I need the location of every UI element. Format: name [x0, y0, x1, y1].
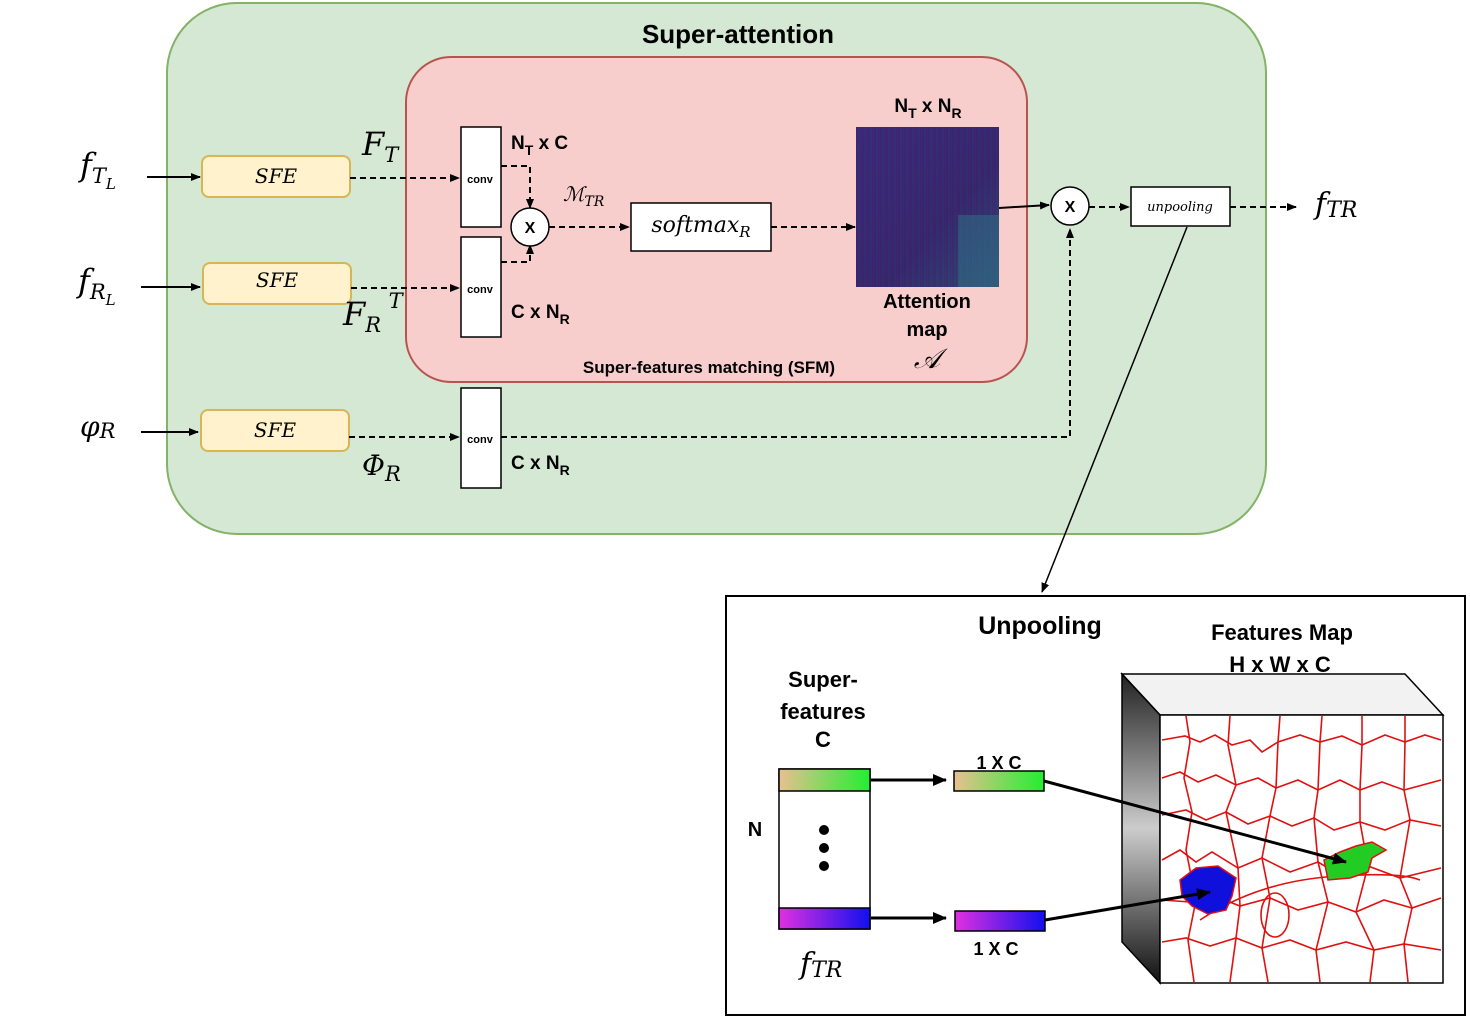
match-label: ℳTR: [563, 182, 605, 210]
conv-dim-2: C x NR: [511, 302, 570, 327]
output-f-tr: fTR: [1313, 187, 1357, 223]
arrow-conv2-mult: [501, 244, 534, 263]
features-map-dims: H x W x C: [1229, 652, 1331, 677]
ellipsis-dot-1: [819, 825, 829, 835]
vector-top: [953, 770, 1045, 792]
cube-top: [1120, 673, 1445, 716]
cube-side: [1121, 672, 1161, 985]
conv-box-1: [460, 126, 502, 228]
sfe-box-3: [200, 409, 350, 452]
arrow-vector-bottom-map: [1044, 888, 1211, 922]
attention-map-shade: [856, 127, 999, 287]
vector-bottom: [954, 910, 1046, 932]
superfeature-row-bottom: [778, 907, 871, 930]
conv-label-2: conv: [467, 284, 494, 296]
sfe-label-1: SFE: [255, 164, 298, 188]
ellipsis-dot-2: [819, 843, 829, 853]
multiply-symbol-2: X: [1065, 199, 1076, 216]
feature-phi-r: ΦR: [362, 449, 401, 486]
features-map-title: Features Map: [1211, 620, 1353, 645]
superpixel-green: [1323, 841, 1388, 881]
super-attention-title: Super-attention: [642, 19, 834, 49]
sfe-box-1: [201, 155, 351, 198]
output-f-tr-detail: fTR: [798, 947, 842, 983]
input-phi-r: φR: [80, 410, 116, 443]
sfe-box-2: [202, 262, 352, 305]
attention-dims: NT x NR: [894, 96, 961, 121]
feature-f-r-t: FRT: [342, 289, 405, 337]
softmax-box: [630, 202, 772, 252]
n-label: N: [748, 819, 762, 841]
arrow-attention-mult: [998, 201, 1050, 210]
arrow-unpool-detail: [1041, 226, 1188, 593]
unpooling-label: unpooling: [1147, 200, 1213, 215]
vector-bottom-label: 1 X C: [973, 939, 1018, 959]
ellipsis-dot-3: [819, 861, 829, 871]
superfeatures-line-3: C: [815, 727, 831, 752]
input-f-rl: fRL: [76, 262, 116, 309]
superfeature-row-top: [778, 768, 871, 792]
conv-dim-1: NT x C: [511, 133, 568, 158]
sfm-label: Super-features matching (SFM): [583, 358, 835, 377]
input-f-tl: fTL: [78, 146, 116, 193]
feature-f-t: FT: [361, 125, 400, 167]
softmax-label: softmaxR: [651, 213, 750, 241]
arrow-vector-top-map: [1043, 779, 1347, 865]
unpooling-title: Unpooling: [978, 612, 1102, 640]
attention-map-block: [958, 215, 999, 287]
conv-dim-3: C x NR: [511, 453, 570, 478]
conv-box-2: [460, 236, 502, 338]
multiply-symbol-1: X: [525, 220, 536, 237]
superpixel-boundaries: [1161, 715, 1442, 983]
attention-label-2: map: [906, 319, 947, 341]
superfeatures-line-1: Super-: [788, 667, 858, 692]
superfeatures-line-2: features: [780, 699, 866, 724]
attention-label-1: Attention: [883, 291, 971, 313]
conv-box-3: [460, 387, 502, 489]
vector-top-label: 1 X C: [976, 753, 1021, 773]
conv-label-1: conv: [467, 174, 494, 186]
unpooling-box: [1130, 186, 1231, 227]
sfe-label-3: SFE: [254, 418, 297, 442]
conv-label-3: conv: [467, 434, 494, 446]
sfe-label-2: SFE: [256, 268, 299, 292]
